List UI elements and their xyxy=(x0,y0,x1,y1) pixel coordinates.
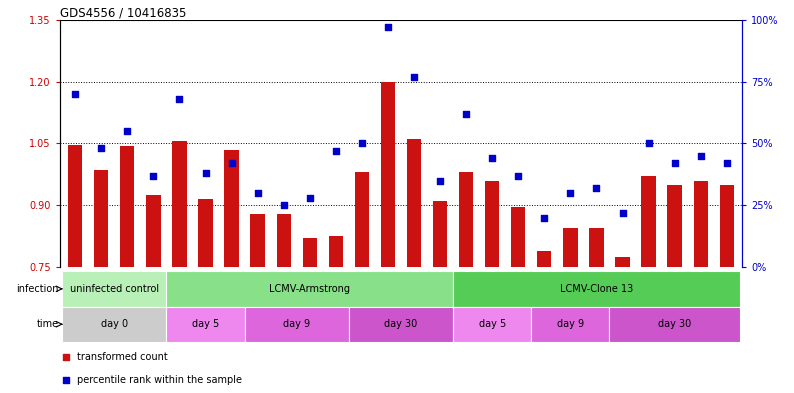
Bar xyxy=(94,170,109,267)
Point xyxy=(669,160,681,166)
Text: uninfected control: uninfected control xyxy=(70,284,159,294)
Point xyxy=(382,24,395,30)
Point xyxy=(460,110,472,117)
Point xyxy=(303,195,316,201)
Bar xyxy=(167,271,453,307)
Bar xyxy=(610,307,740,342)
Bar xyxy=(329,236,343,267)
Point xyxy=(720,160,733,166)
Bar xyxy=(250,214,264,267)
Text: infection: infection xyxy=(17,284,59,294)
Point xyxy=(512,173,525,179)
Point xyxy=(225,160,238,166)
Bar xyxy=(693,181,708,267)
Point xyxy=(95,145,108,152)
Bar xyxy=(589,228,603,267)
Bar xyxy=(459,172,473,267)
Bar xyxy=(225,150,239,267)
Text: time: time xyxy=(37,319,59,329)
Point xyxy=(564,190,576,196)
Bar xyxy=(511,208,526,267)
Bar xyxy=(453,307,531,342)
Bar xyxy=(146,195,160,267)
Point xyxy=(538,215,551,221)
Bar xyxy=(563,228,577,267)
Text: day 9: day 9 xyxy=(557,319,584,329)
Point xyxy=(486,155,499,162)
Point xyxy=(694,153,707,159)
Bar xyxy=(167,307,245,342)
Bar xyxy=(355,172,369,267)
Bar xyxy=(62,307,167,342)
Point xyxy=(590,185,603,191)
Bar xyxy=(198,199,213,267)
Bar xyxy=(276,214,291,267)
Point xyxy=(330,148,342,154)
Text: day 30: day 30 xyxy=(658,319,692,329)
Point xyxy=(251,190,264,196)
Bar xyxy=(407,140,421,267)
Text: day 9: day 9 xyxy=(283,319,310,329)
Bar xyxy=(245,307,349,342)
Text: LCMV-Armstrong: LCMV-Armstrong xyxy=(269,284,350,294)
Point xyxy=(60,377,73,384)
Bar xyxy=(120,146,134,267)
Point xyxy=(616,209,629,216)
Bar xyxy=(642,176,656,267)
Bar xyxy=(68,145,83,267)
Point xyxy=(407,73,420,80)
Text: day 0: day 0 xyxy=(101,319,128,329)
Bar xyxy=(349,307,453,342)
Point xyxy=(147,173,160,179)
Point xyxy=(277,202,290,208)
Point xyxy=(173,96,186,102)
Point xyxy=(60,354,73,360)
Bar xyxy=(62,271,167,307)
Bar xyxy=(668,185,682,267)
Text: day 30: day 30 xyxy=(384,319,418,329)
Text: day 5: day 5 xyxy=(479,319,506,329)
Text: percentile rank within the sample: percentile rank within the sample xyxy=(76,375,241,385)
Text: day 5: day 5 xyxy=(192,319,219,329)
Bar xyxy=(538,251,552,267)
Bar xyxy=(531,307,610,342)
Point xyxy=(121,128,133,134)
Point xyxy=(356,140,368,147)
Bar xyxy=(485,181,499,267)
Bar xyxy=(453,271,740,307)
Bar xyxy=(381,82,395,267)
Bar xyxy=(172,141,187,267)
Bar xyxy=(615,257,630,267)
Point xyxy=(642,140,655,147)
Point xyxy=(434,178,446,184)
Bar xyxy=(719,185,734,267)
Bar xyxy=(433,201,447,267)
Text: transformed count: transformed count xyxy=(76,352,168,362)
Point xyxy=(69,91,82,97)
Text: GDS4556 / 10416835: GDS4556 / 10416835 xyxy=(60,7,186,20)
Bar xyxy=(303,238,317,267)
Point xyxy=(199,170,212,176)
Text: LCMV-Clone 13: LCMV-Clone 13 xyxy=(560,284,633,294)
